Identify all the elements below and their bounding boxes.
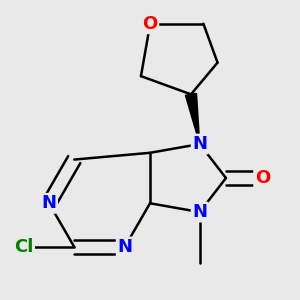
Text: N: N [117, 238, 132, 256]
Text: Cl: Cl [14, 238, 34, 256]
Text: O: O [255, 169, 270, 187]
Text: N: N [192, 135, 207, 153]
Text: O: O [142, 15, 158, 33]
Text: N: N [41, 194, 56, 212]
Text: N: N [192, 203, 207, 221]
Polygon shape [185, 93, 200, 144]
